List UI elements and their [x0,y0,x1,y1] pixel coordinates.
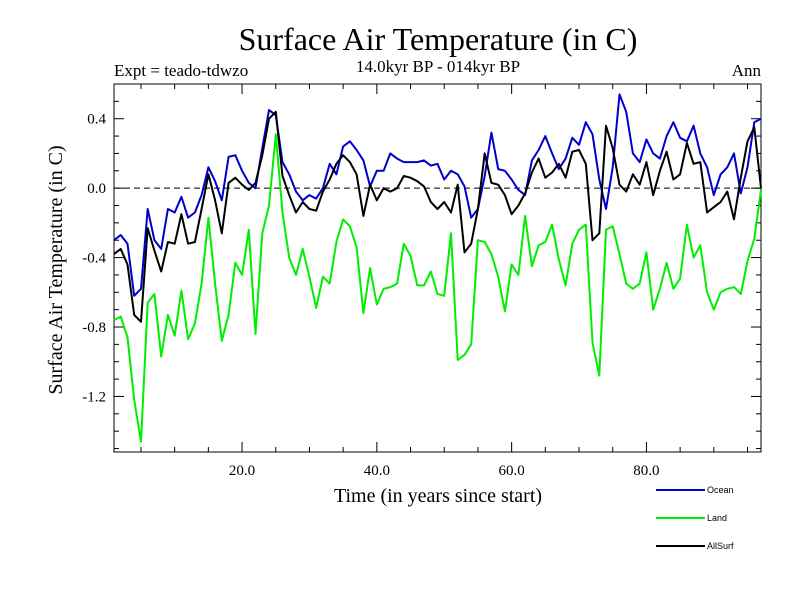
y-tick-label: 0.4 [87,112,106,128]
y-tick-label: -0.4 [82,251,106,267]
x-axis-label: Time (in years since start) [334,485,542,507]
chart-subtitle: 14.0kyr BP - 014kyr BP [356,57,520,76]
series-line-ocean [113,93,762,297]
y-axis-label: Surface Air Temperature (in C) [45,145,67,394]
x-tick-label: 80.0 [633,463,659,479]
chart-title: Surface Air Temperature (in C) [239,21,638,57]
y-tick-label: 0.0 [87,181,106,197]
series-line-allsurf [113,110,762,323]
experiment-label: Expt = teado-tdwzo [114,61,248,80]
legend-label-land: Land [707,513,727,523]
legend-label-ocean: Ocean [707,485,734,495]
legend: Ocean Land AllSurf [656,485,734,551]
plot-area: 20.0 40.0 60.0 80.0 0.4 0.0 -0.4 -0.8 -1.2 [82,83,762,479]
x-tick-label: 40.0 [364,463,390,479]
x-tick-label: 20.0 [229,463,255,479]
x-tick-label: 60.0 [499,463,525,479]
y-tick-label: -0.8 [82,320,106,336]
series-line-land [113,133,762,443]
y-tick-label: -1.2 [82,389,106,405]
season-label: Ann [732,61,762,80]
plot-frame [113,83,762,453]
legend-label-allsurf: AllSurf [707,541,734,551]
